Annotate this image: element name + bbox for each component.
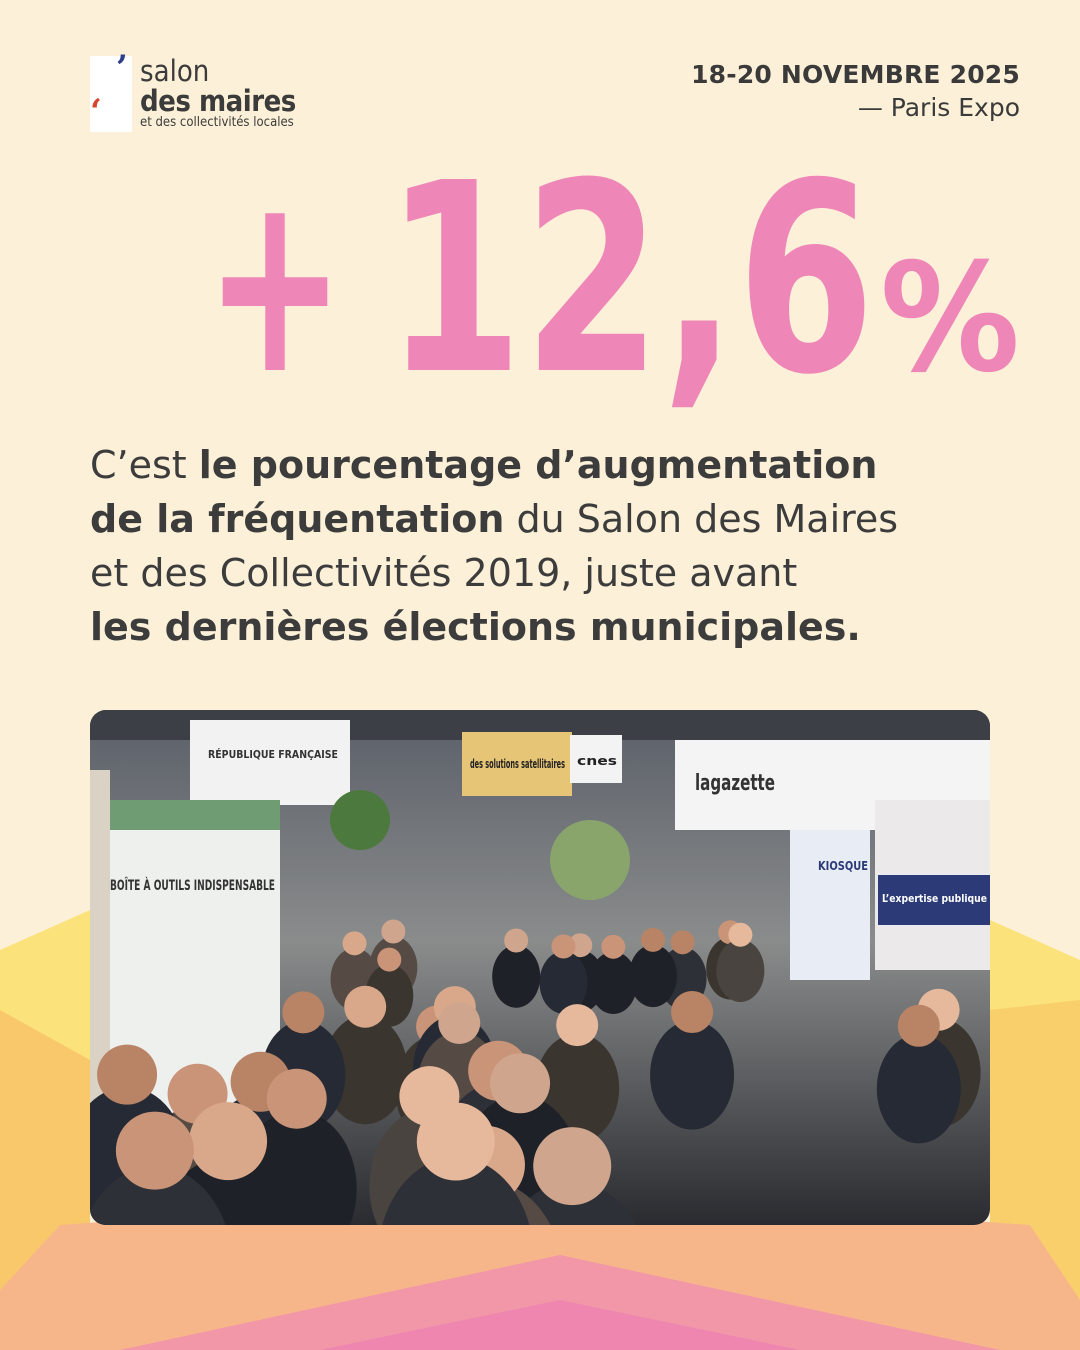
person-head xyxy=(897,1004,940,1047)
bg-shape xyxy=(320,1300,800,1350)
person-head xyxy=(344,985,387,1028)
bold-text: de la fréquentation xyxy=(90,497,505,541)
logo-line: salon xyxy=(140,54,210,88)
sign-text: RÉPUBLIQUE FRANÇAISE xyxy=(208,748,338,761)
person-body xyxy=(323,1015,408,1125)
sign-board xyxy=(190,720,350,805)
person-head xyxy=(556,1004,599,1047)
logo-mark: ’ ‘ xyxy=(90,48,132,132)
person-head xyxy=(342,931,367,956)
person-body xyxy=(628,944,677,1008)
sign-board xyxy=(790,830,870,980)
stat-sign: + xyxy=(205,170,345,410)
sign-board xyxy=(462,732,572,796)
logo-text: salon des maires et des collectivités lo… xyxy=(140,56,296,130)
person-head xyxy=(377,947,402,972)
event-info: 18-20 NOVEMBRE 2025 — Paris Expo xyxy=(691,60,1020,122)
person-head xyxy=(670,930,695,955)
person-body xyxy=(539,951,588,1014)
logo-line: des maires xyxy=(140,84,296,118)
sign-text: cnes xyxy=(577,754,617,768)
text: et des Collectivités 2019, juste avant xyxy=(90,551,798,595)
person-head xyxy=(381,919,406,944)
person-head xyxy=(189,1102,268,1181)
sign-text: lagazette xyxy=(695,771,775,796)
person-body xyxy=(716,939,765,1002)
person-head xyxy=(728,922,753,947)
person-body xyxy=(492,945,541,1008)
text: C’est xyxy=(90,443,199,487)
decor xyxy=(550,820,630,900)
sign-board xyxy=(105,800,280,830)
text: du Salon des Maires xyxy=(504,497,899,541)
person-head xyxy=(640,927,665,952)
person-head xyxy=(551,934,576,959)
stat-unit: % xyxy=(880,232,1020,406)
person-body xyxy=(876,1034,961,1144)
photo: RÉPUBLIQUE FRANÇAISE des solutions satell… xyxy=(90,710,990,1225)
sign-text: des solutions satellitaires xyxy=(470,757,565,771)
event-place: — Paris Expo xyxy=(857,93,1020,122)
stat: + 12,6 % xyxy=(205,170,1020,410)
person-head xyxy=(438,1001,481,1044)
sign-board xyxy=(570,735,622,783)
event-dates: 18-20 NOVEMBRE 2025 xyxy=(691,60,1020,89)
description: C’est le pourcentage d’augmentation de la… xyxy=(90,438,898,654)
description-line: C’est le pourcentage d’augmentation xyxy=(90,438,898,492)
person-head xyxy=(282,991,325,1034)
person-head xyxy=(97,1044,158,1105)
description-line: et des Collectivités 2019, juste avant xyxy=(90,546,898,600)
person-body xyxy=(90,1166,233,1225)
person-head xyxy=(115,1111,194,1190)
sign-text: KIOSQUE xyxy=(818,859,868,873)
plant xyxy=(330,790,390,850)
description-line: de la fréquentation du Salon des Maires xyxy=(90,492,898,546)
sign-text: BOÎTE À OUTILS INDISPENSABLE xyxy=(110,877,275,894)
person-head xyxy=(601,934,626,959)
person-body xyxy=(650,1020,735,1130)
bold-text: les dernières élections municipales. xyxy=(90,605,861,649)
logo-line: et des collectivités locales xyxy=(140,115,294,130)
sign-board xyxy=(878,875,990,925)
person-head xyxy=(490,1053,551,1114)
person-head xyxy=(671,991,714,1034)
bold-text: le pourcentage d’augmentation xyxy=(198,443,878,487)
person-head xyxy=(266,1068,327,1129)
person-head xyxy=(533,1127,612,1206)
sign-text: L’expertise publique xyxy=(882,892,987,905)
person-body xyxy=(236,1110,357,1225)
person-body xyxy=(377,1157,534,1225)
person-head xyxy=(416,1102,495,1181)
photo-scene: RÉPUBLIQUE FRANÇAISE des solutions satell… xyxy=(90,710,990,1225)
description-line: les dernières élections municipales. xyxy=(90,600,898,654)
person-head xyxy=(504,928,529,953)
stat-number: 12,6 xyxy=(385,170,875,410)
